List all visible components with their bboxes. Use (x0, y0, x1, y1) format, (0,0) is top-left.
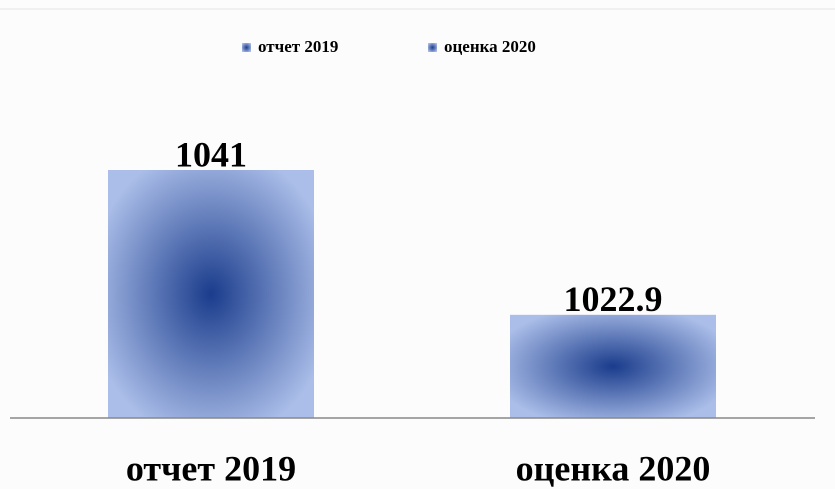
value-label: 1022.9 (564, 279, 663, 319)
legend-label: отчет 2019 (258, 37, 338, 56)
x-tick-label: отчет 2019 (126, 448, 296, 488)
bar (510, 314, 716, 418)
legend-swatch (242, 43, 251, 52)
bar (108, 170, 314, 418)
value-label: 1041 (175, 134, 247, 174)
legend-swatch (428, 43, 437, 52)
legend-label: оценка 2020 (444, 37, 536, 56)
x-tick-label: оценка 2020 (516, 448, 711, 488)
